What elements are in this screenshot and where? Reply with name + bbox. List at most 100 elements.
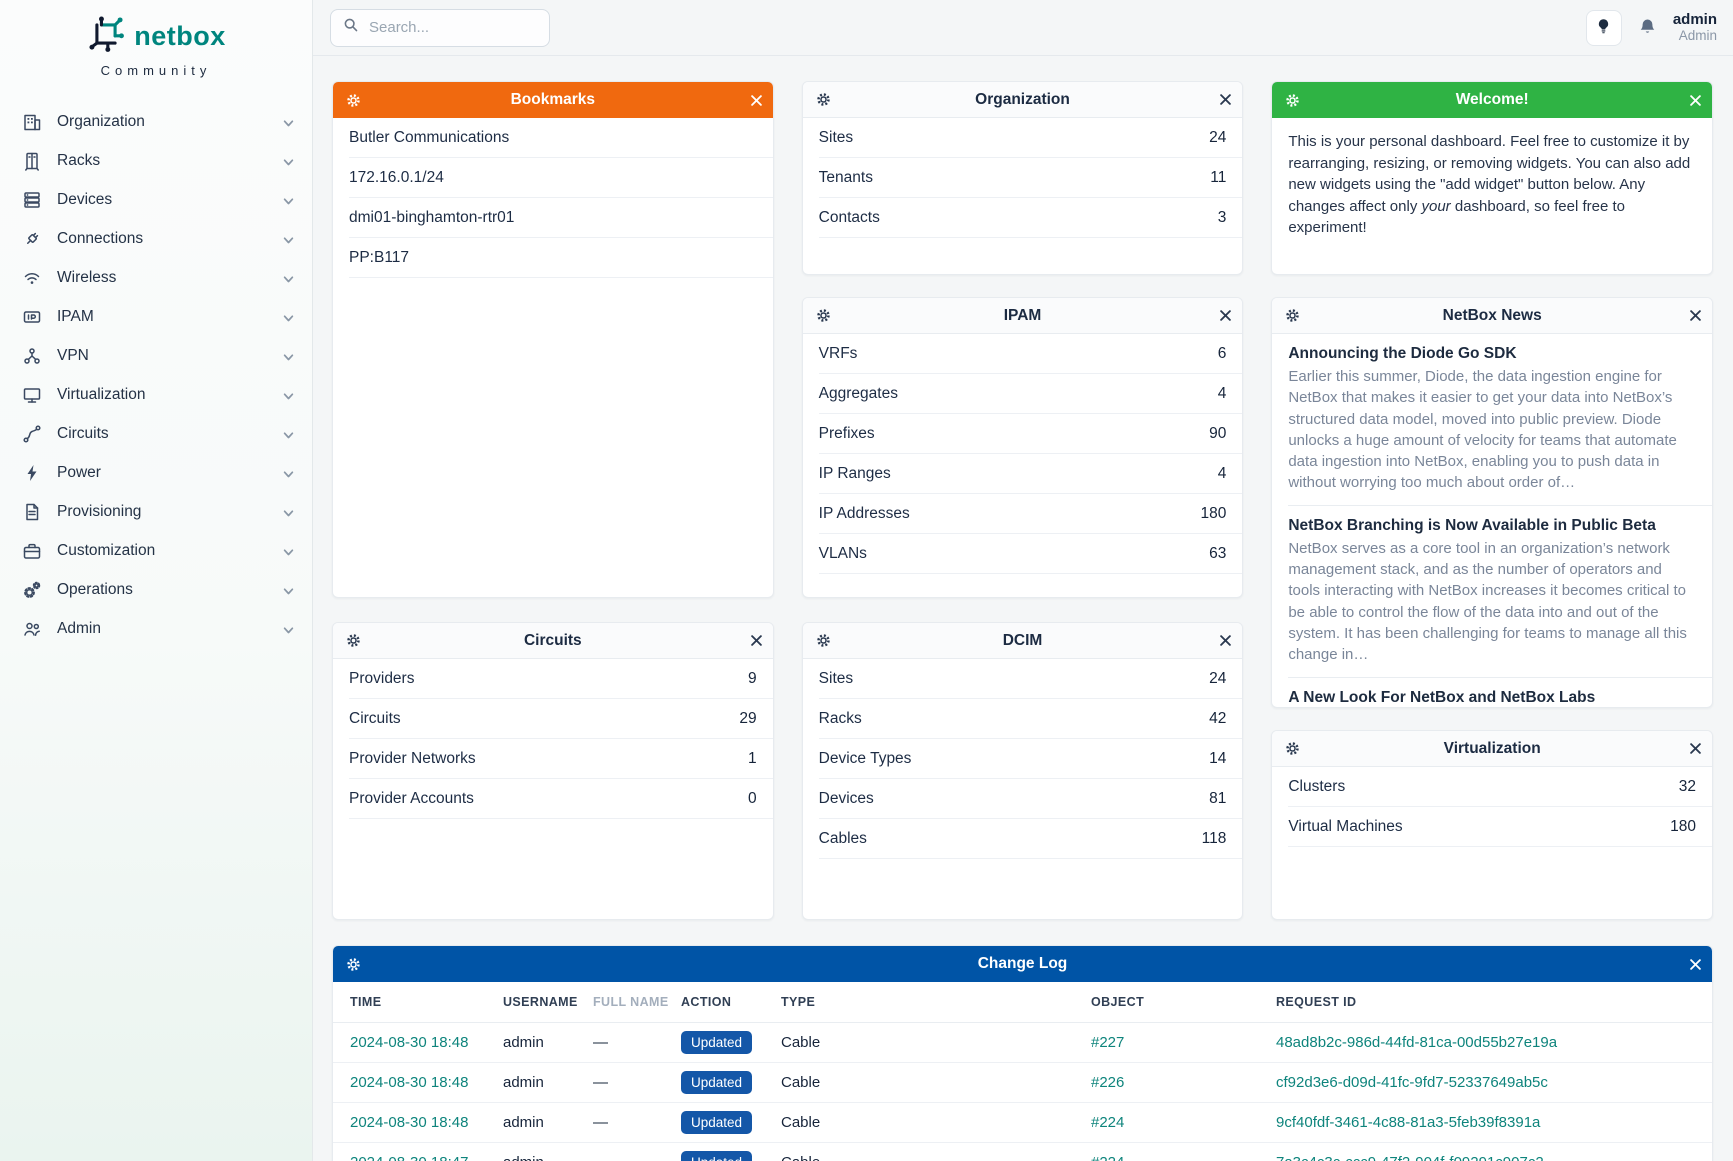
- widget-close-icon[interactable]: [1690, 94, 1701, 106]
- stat-link[interactable]: Racks: [818, 709, 862, 727]
- ipam-widget: IPAM VRFs 6 Aggregates 4 Prefixes 90 IP Ran…: [801, 297, 1244, 598]
- stat-link[interactable]: VRFs: [818, 344, 858, 362]
- stat-link[interactable]: Provider Networks: [349, 749, 476, 767]
- widget-close-icon[interactable]: [1690, 310, 1701, 321]
- stat-link[interactable]: Sites: [818, 128, 854, 146]
- news-headline-link[interactable]: Announcing the Diode Go SDK: [1288, 345, 1517, 362]
- chevron-down-icon: [283, 155, 294, 166]
- news-headline-link[interactable]: NetBox Branching is Now Available in Pub…: [1288, 516, 1656, 534]
- widget-config-icon[interactable]: [816, 308, 831, 323]
- bookmark-link[interactable]: PP:B117: [349, 248, 410, 266]
- widget-config-icon[interactable]: [816, 92, 831, 107]
- widget-config-icon[interactable]: [346, 957, 361, 972]
- dcim-widget: DCIM Sites 24 Racks 42 Device Types 14 Devi…: [801, 622, 1244, 920]
- widget-close-icon[interactable]: [1220, 94, 1232, 105]
- search-input[interactable]: [369, 19, 537, 36]
- sidebar-item-customization[interactable]: Customization: [0, 531, 312, 570]
- changelog-requestid-link[interactable]: 48ad8b2c-986d-44fd-81ca-00d55b27e19a: [1276, 1033, 1558, 1051]
- widget-close-icon[interactable]: [1220, 635, 1232, 646]
- changelog-time-link[interactable]: 2024-08-30 18:47: [350, 1154, 468, 1161]
- widget-close-icon[interactable]: [1690, 743, 1701, 754]
- stat-link[interactable]: Devices: [818, 789, 874, 807]
- stat-link[interactable]: Prefixes: [818, 424, 875, 442]
- table-row: 2024-08-30 18:48 admin — Updated Cable #…: [333, 1062, 1712, 1103]
- stat-link[interactable]: Contacts: [818, 208, 880, 226]
- changelog-object-link[interactable]: #227: [1091, 1033, 1125, 1051]
- stat-row: VLANs 63: [818, 534, 1243, 574]
- changelog-time-link[interactable]: 2024-08-30 18:48: [350, 1073, 469, 1091]
- monitor-icon: [22, 385, 42, 405]
- netbox-logo[interactable]: netbox Community: [0, 10, 312, 92]
- changelog-object-link[interactable]: #224: [1091, 1154, 1124, 1161]
- stat-row: Sites 24: [818, 659, 1243, 699]
- plug-icon: [22, 229, 42, 249]
- sidebar-item-organization[interactable]: Organization: [0, 102, 312, 141]
- column-header-requestid: Request ID: [1276, 982, 1712, 1023]
- stat-link[interactable]: Tenants: [818, 168, 873, 186]
- list-item: 172.16.0.1/24: [349, 158, 773, 198]
- changelog-requestid-link[interactable]: 7a3c4c3c-ccc9-47f2-904f-f09291c907c2: [1276, 1154, 1544, 1161]
- sidebar-item-ipam[interactable]: IPAM: [0, 297, 312, 336]
- stat-link[interactable]: Cables: [818, 829, 867, 847]
- widget-close-icon[interactable]: [1220, 310, 1232, 321]
- sidebar-item-operations[interactable]: Operations: [0, 570, 312, 609]
- bookmark-link[interactable]: 172.16.0.1/24: [349, 168, 444, 186]
- widget-close-icon[interactable]: [750, 94, 762, 106]
- changelog-object-link[interactable]: #226: [1091, 1073, 1125, 1091]
- stat-value: 180: [1670, 817, 1697, 835]
- sidebar-item-wireless[interactable]: Wireless: [0, 258, 312, 297]
- widget-close-icon[interactable]: [750, 635, 762, 646]
- stat-link[interactable]: Aggregates: [818, 384, 898, 402]
- notifications-bell-icon[interactable]: [1638, 18, 1657, 37]
- changelog-type: Cable: [781, 1142, 1091, 1161]
- chevron-down-icon: [283, 311, 294, 322]
- sidebar-item-devices[interactable]: Devices: [0, 180, 312, 219]
- changelog-object-link[interactable]: #224: [1091, 1113, 1125, 1131]
- stat-row: Sites 24: [818, 118, 1243, 158]
- changelog-requestid-link[interactable]: 9cf40fdf-3461-4c88-81a3-5feb39f8391a: [1276, 1113, 1541, 1131]
- widget-config-icon[interactable]: [346, 93, 361, 108]
- changelog-table: Time Username Full Name Action Type Obje…: [333, 982, 1712, 1161]
- sidebar-item-power[interactable]: Power: [0, 453, 312, 492]
- stat-link[interactable]: VLANs: [818, 544, 867, 562]
- sidebar-item-circuits[interactable]: Circuits: [0, 414, 312, 453]
- stat-link[interactable]: Circuits: [349, 709, 401, 727]
- chevron-down-icon: [283, 584, 294, 595]
- changelog-time-link[interactable]: 2024-08-30 18:48: [350, 1033, 469, 1051]
- sidebar-item-virtualization[interactable]: Virtualization: [0, 375, 312, 414]
- news-item: A New Look For NetBox and NetBox Labs: [1288, 678, 1712, 707]
- user-menu[interactable]: admin Admin: [1673, 11, 1717, 44]
- stat-link[interactable]: Device Types: [818, 749, 912, 767]
- widget-config-icon[interactable]: [346, 633, 361, 648]
- stat-link[interactable]: Provider Accounts: [349, 789, 474, 807]
- sidebar-item-racks[interactable]: Racks: [0, 141, 312, 180]
- chevron-down-icon: [283, 272, 294, 283]
- sidebar-item-provisioning[interactable]: Provisioning: [0, 492, 312, 531]
- chevron-down-icon: [283, 233, 294, 244]
- theme-toggle-button[interactable]: [1585, 9, 1622, 46]
- widget-close-icon[interactable]: [1690, 958, 1701, 970]
- bookmark-link[interactable]: Butler Communications: [349, 128, 510, 146]
- widget-config-icon[interactable]: [1285, 93, 1300, 108]
- news-headline-link[interactable]: A New Look For NetBox and NetBox Labs: [1288, 688, 1596, 706]
- stat-link[interactable]: Virtual Machines: [1288, 817, 1403, 835]
- changelog-time-link[interactable]: 2024-08-30 18:48: [350, 1113, 469, 1131]
- stat-row: IP Addresses 180: [818, 494, 1243, 534]
- stat-link[interactable]: Providers: [349, 669, 415, 687]
- stat-value: 118: [1201, 829, 1227, 847]
- sidebar-item-vpn[interactable]: VPN: [0, 336, 312, 375]
- stat-link[interactable]: Sites: [818, 669, 854, 687]
- stat-link[interactable]: Clusters: [1288, 777, 1346, 795]
- netbox-knot-icon: [86, 14, 126, 59]
- widget-config-icon[interactable]: [816, 633, 831, 648]
- stat-link[interactable]: IP Addresses: [818, 504, 910, 522]
- table-row: 2024-08-30 18:47 admin — Updated Cable #…: [333, 1142, 1712, 1161]
- sidebar-item-connections[interactable]: Connections: [0, 219, 312, 258]
- wifi-icon: [22, 268, 42, 288]
- changelog-requestid-link[interactable]: cf92d3e6-d09d-41fc-9fd7-52337649ab5c: [1276, 1073, 1548, 1091]
- sidebar-item-admin[interactable]: Admin: [0, 609, 312, 648]
- stat-link[interactable]: IP Ranges: [818, 464, 891, 482]
- widget-config-icon[interactable]: [1285, 308, 1300, 323]
- bookmark-link[interactable]: dmi01-binghamton-rtr01: [349, 208, 515, 226]
- widget-config-icon[interactable]: [1285, 741, 1300, 756]
